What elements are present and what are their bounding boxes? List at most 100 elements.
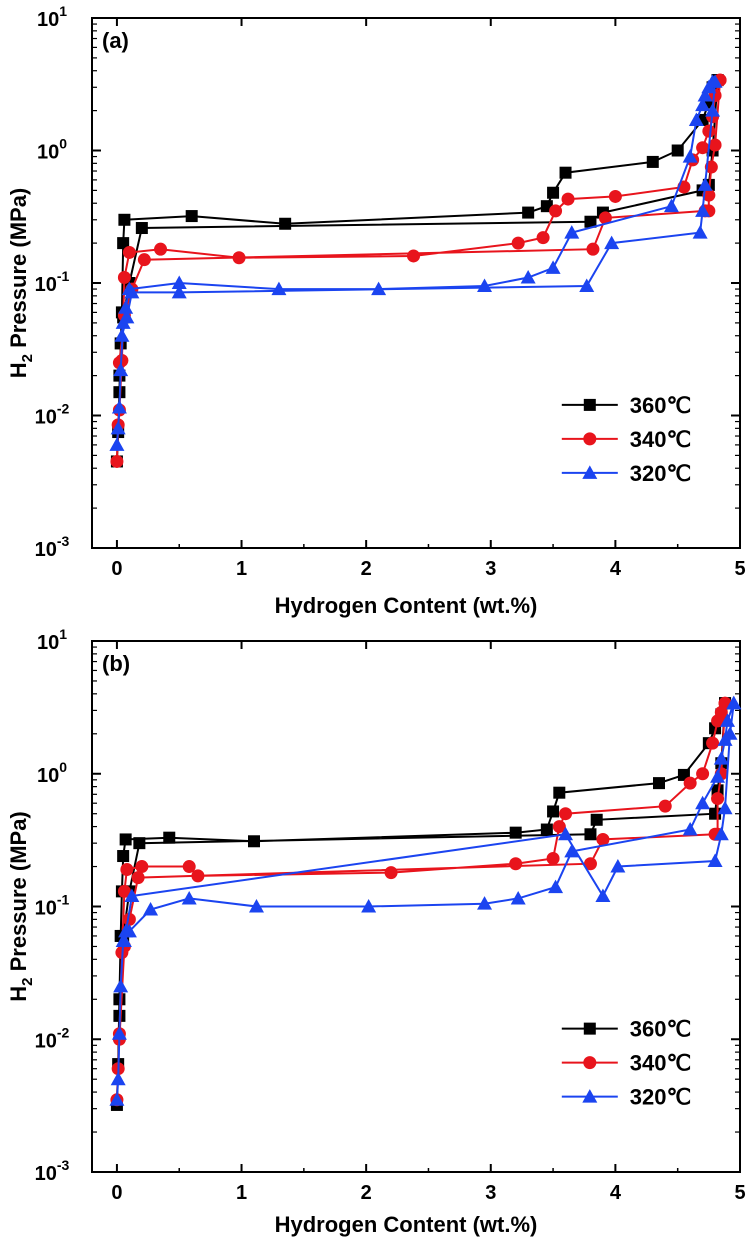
data-point (598, 211, 612, 225)
data-point (536, 231, 550, 245)
legend-label: 340℃ (630, 1051, 691, 1076)
data-point (109, 437, 125, 451)
data-point (117, 884, 131, 898)
data-point (271, 281, 287, 296)
data-point (696, 141, 710, 155)
data-point (119, 833, 132, 846)
y-tick-label: 101 (37, 3, 67, 31)
data-point (707, 853, 723, 868)
data-point (711, 792, 725, 806)
data-point (143, 901, 159, 916)
legend-label: 360℃ (630, 1017, 691, 1042)
y-tick-label: 101 (37, 626, 67, 654)
x-tick-label: 3 (485, 1182, 496, 1204)
data-point (559, 807, 573, 821)
data-point (720, 713, 736, 727)
data-point (131, 871, 145, 885)
data-point (509, 857, 523, 871)
data-point (371, 281, 387, 296)
data-point (119, 309, 135, 324)
data-point (109, 1092, 125, 1106)
x-tick-label: 0 (111, 558, 122, 580)
data-point (697, 88, 713, 102)
y-tick-label: 10-2 (35, 1024, 70, 1052)
data-point (692, 225, 708, 239)
x-tick-label: 4 (610, 1182, 622, 1204)
data-point (248, 899, 264, 913)
data-point (658, 799, 672, 813)
data-point (708, 138, 722, 152)
x-axis-title: Hydrogen Content (wt.%) (275, 1212, 538, 1237)
x-tick-label: 3 (485, 558, 496, 580)
data-point (548, 879, 564, 894)
data-point (546, 851, 560, 865)
data-point (540, 823, 553, 836)
series-line (115, 76, 719, 462)
data-point (135, 860, 149, 874)
panel-label: (b) (102, 651, 130, 676)
legend: 360℃ 340℃ 320℃ (561, 1017, 691, 1110)
data-point (135, 222, 148, 235)
series-340c (110, 696, 732, 1107)
series-320c (109, 74, 723, 451)
legend-marker (582, 1089, 598, 1103)
data-point (553, 786, 566, 799)
legend: 360℃ 340℃ 320℃ (561, 393, 691, 486)
legend-marker (583, 398, 596, 411)
data-point (110, 420, 126, 435)
data-point (595, 888, 611, 902)
data-point (121, 923, 137, 938)
data-point (384, 866, 398, 880)
x-tick-label: 5 (734, 1182, 745, 1204)
data-point (113, 978, 129, 993)
data-point (610, 859, 626, 873)
data-point (702, 124, 716, 138)
data-point (706, 736, 720, 750)
data-point (110, 454, 124, 468)
data-point (232, 251, 246, 265)
data-point (182, 860, 196, 874)
data-point (653, 777, 665, 790)
data-point (248, 835, 260, 848)
data-point (510, 890, 526, 905)
x-tick-label: 5 (734, 558, 745, 580)
data-point (564, 843, 580, 858)
legend-marker (582, 465, 598, 479)
data-point (477, 896, 493, 910)
data-point (683, 776, 697, 790)
data-point (509, 826, 522, 839)
data-point (118, 300, 134, 314)
x-axis-title: Hydrogen Content (wt.%) (275, 593, 538, 618)
y-tick-label: 10-3 (35, 1157, 70, 1185)
series-360c (110, 697, 732, 1111)
y-axis-title: H2 Pressure (MPa) (6, 188, 36, 379)
data-point (558, 826, 574, 841)
y-tick-label: 10-1 (35, 268, 70, 296)
data-point (279, 217, 292, 230)
data-point (116, 933, 132, 947)
legend-marker (583, 1022, 596, 1035)
data-point (586, 242, 600, 256)
data-point (110, 1071, 126, 1086)
data-point (111, 1026, 127, 1040)
legend-label: 320℃ (630, 461, 691, 486)
data-point (120, 862, 134, 876)
y-tick-label: 10-2 (35, 401, 70, 429)
x-tick-label: 1 (236, 1182, 247, 1204)
data-point (154, 242, 168, 256)
data-point (477, 278, 493, 292)
data-point (697, 177, 713, 191)
data-point (117, 271, 131, 285)
data-point (552, 820, 566, 834)
data-point (117, 237, 130, 250)
data-point (122, 245, 136, 259)
data-point (596, 832, 610, 846)
series-line (115, 702, 726, 1105)
data-point (122, 912, 136, 926)
data-point (181, 890, 197, 905)
data-point (124, 284, 140, 299)
data-point (584, 828, 597, 841)
x-tick-label: 1 (236, 558, 247, 580)
chart-panel-b: 0 1 2 3 4 5 10-3 10-2 10-1 100 101 Hydrogen Content… (6, 626, 746, 1237)
